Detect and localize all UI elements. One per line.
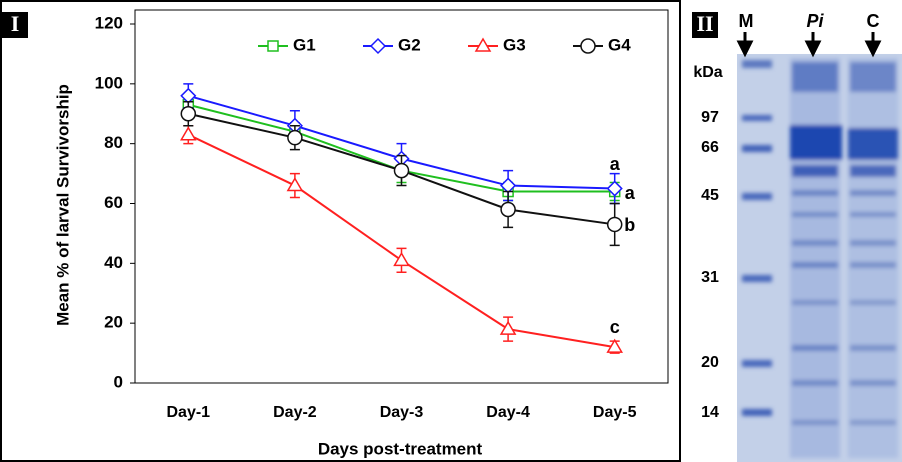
band (850, 165, 896, 177)
y-tick-label: 100 (95, 73, 123, 92)
y-tick-label: 60 (104, 193, 123, 212)
panel-frame (1, 1, 680, 461)
band (850, 262, 896, 268)
point (395, 164, 409, 178)
band (790, 125, 842, 160)
band (850, 300, 896, 305)
band (742, 115, 772, 121)
band (850, 240, 896, 246)
band (850, 212, 896, 217)
y-tick-label: 40 (104, 253, 123, 272)
lane-label: M (739, 11, 754, 31)
y-tick-label: 0 (114, 372, 123, 391)
y-tick-label: 20 (104, 313, 123, 332)
lane (790, 58, 840, 458)
band (792, 380, 838, 386)
marker-label: 45 (701, 187, 719, 204)
panel-label: II (696, 11, 713, 36)
figure: I Mean % of larval Survivorship Days pos… (0, 0, 902, 462)
point (581, 39, 595, 53)
x-axis-title: Days post-treatment (318, 439, 483, 458)
point (288, 131, 302, 145)
legend-label: G2 (398, 35, 421, 54)
annotation: b (624, 215, 635, 235)
y-axis-title: Mean % of larval Survivorship (53, 84, 72, 326)
band (850, 190, 896, 196)
band (742, 193, 772, 200)
legend-label: G4 (608, 35, 631, 54)
x-tick-label: Day-1 (167, 404, 211, 421)
band (792, 165, 838, 177)
band (792, 420, 838, 425)
band (792, 240, 838, 246)
annotation: a (625, 183, 636, 203)
point (608, 217, 622, 231)
legend-label: G1 (293, 35, 316, 54)
y-tick-label: 80 (104, 133, 123, 152)
y-tick-label: 120 (95, 13, 123, 32)
point (268, 41, 278, 51)
point (501, 202, 515, 216)
x-tick-label: Day-5 (593, 404, 637, 421)
x-tick-label: Day-4 (486, 404, 530, 421)
band (850, 380, 896, 386)
band (792, 190, 838, 196)
band (792, 345, 838, 351)
band (848, 128, 898, 160)
panel-label: I (11, 11, 20, 36)
band (850, 420, 896, 425)
band (850, 62, 896, 92)
marker-label: 20 (701, 354, 719, 371)
point (181, 107, 195, 121)
band (792, 212, 838, 217)
band (792, 62, 838, 92)
band (792, 300, 838, 305)
band (742, 60, 772, 68)
lane (848, 58, 898, 458)
legend-label: G3 (503, 35, 526, 54)
marker-label: 66 (701, 139, 719, 156)
band (792, 262, 838, 268)
x-tick-label: Day-2 (273, 404, 317, 421)
annotation: c (610, 317, 620, 337)
marker-label: 14 (701, 404, 719, 421)
band (742, 360, 772, 367)
lane-label: Pi (806, 11, 824, 31)
band (742, 275, 772, 282)
band (742, 145, 772, 152)
band (850, 345, 896, 351)
x-tick-label: Day-3 (380, 404, 424, 421)
band (742, 409, 772, 416)
marker-label: 31 (701, 269, 719, 286)
annotation: a (610, 154, 621, 174)
unit-label: kDa (693, 64, 722, 81)
marker-label: 97 (701, 109, 719, 126)
lane-label: C (867, 11, 880, 31)
